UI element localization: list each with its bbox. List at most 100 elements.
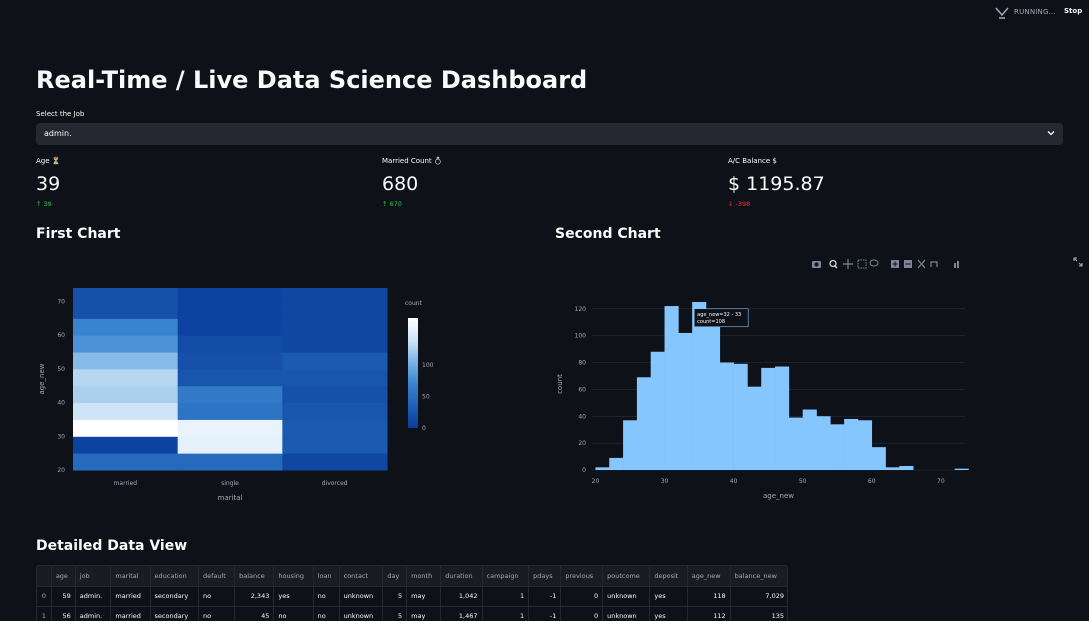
histogram-bar[interactable]: [830, 424, 845, 470]
column-header[interactable]: previous: [560, 566, 604, 587]
table-cell[interactable]: yes: [649, 606, 688, 621]
histogram-bar[interactable]: [954, 468, 969, 470]
table-cell[interactable]: 135: [730, 606, 787, 621]
table-cell[interactable]: admin.: [75, 606, 112, 621]
histogram-bar[interactable]: [636, 377, 652, 470]
histogram-bar[interactable]: [747, 386, 762, 470]
heatmap-cell[interactable]: [73, 335, 179, 353]
histogram-bar[interactable]: [609, 457, 624, 470]
column-header[interactable]: day: [382, 566, 408, 587]
fullscreen-icon[interactable]: [1072, 256, 1084, 268]
heatmap-cell[interactable]: [73, 419, 179, 437]
heatmap-cell[interactable]: [73, 453, 179, 471]
table-cell[interactable]: 45: [234, 606, 275, 621]
heatmap-cell[interactable]: [177, 288, 283, 302]
histogram-bar[interactable]: [664, 306, 679, 470]
table-cell[interactable]: yes: [649, 586, 688, 607]
zoom-icon[interactable]: [829, 259, 838, 269]
histogram-bar[interactable]: [816, 416, 831, 470]
table-cell[interactable]: married: [110, 586, 151, 607]
histogram-bar[interactable]: [761, 367, 776, 470]
column-header[interactable]: duration: [440, 566, 483, 587]
table-cell[interactable]: no: [198, 606, 236, 621]
heatmap-cell[interactable]: [73, 301, 179, 319]
heatmap-cell[interactable]: [177, 318, 283, 336]
table-row[interactable]: 1 56 admin. married secondary no 45 no no unknown…: [37, 606, 787, 621]
heatmap-cell[interactable]: [282, 288, 388, 302]
table-cell[interactable]: 1,042: [440, 586, 483, 607]
table-cell[interactable]: no: [313, 606, 340, 621]
heatmap-cell[interactable]: [177, 385, 283, 404]
heatmap-cell[interactable]: [282, 352, 388, 370]
histogram-bar[interactable]: [719, 362, 734, 471]
table-cell[interactable]: -1: [528, 586, 562, 607]
table-cell[interactable]: 1: [482, 606, 530, 621]
lasso-icon[interactable]: [869, 259, 879, 267]
table-cell[interactable]: 0: [37, 586, 52, 607]
histogram-bar[interactable]: [623, 420, 638, 470]
heatmap-cell[interactable]: [282, 453, 388, 471]
table-cell[interactable]: 112: [687, 606, 731, 621]
column-header[interactable]: age_new: [687, 566, 731, 587]
heatmap-cell[interactable]: [177, 335, 283, 353]
heatmap-cell[interactable]: [73, 368, 179, 387]
column-header[interactable]: campaign: [482, 566, 530, 587]
job-select[interactable]: admin.: [36, 123, 1063, 145]
heatmap-cell[interactable]: [177, 419, 283, 437]
reset-axes-icon[interactable]: [930, 261, 938, 267]
histogram-bar[interactable]: [692, 302, 707, 470]
column-header[interactable]: deposit: [649, 566, 688, 587]
column-header[interactable]: pdays: [528, 566, 562, 587]
camera-icon[interactable]: [812, 261, 821, 268]
column-header[interactable]: contact: [339, 566, 384, 587]
heatmap-cell[interactable]: [177, 436, 283, 454]
table-cell[interactable]: no: [198, 586, 236, 607]
column-header[interactable]: balance_new: [730, 566, 787, 587]
column-header[interactable]: default: [198, 566, 236, 587]
heatmap-chart[interactable]: 20 30 40 50 60 70 married single divorced marital…: [0, 280, 540, 510]
heatmap-cell[interactable]: [282, 318, 388, 336]
table-cell[interactable]: 1: [482, 586, 530, 607]
table-cell[interactable]: no: [273, 606, 314, 621]
histogram-bar[interactable]: [595, 467, 610, 470]
histogram-bar[interactable]: [871, 447, 886, 470]
heatmap-cell[interactable]: [73, 385, 179, 404]
histogram-bar[interactable]: [678, 332, 693, 470]
table-cell[interactable]: secondary: [150, 606, 199, 621]
zoom-out-icon[interactable]: [904, 260, 912, 268]
heatmap-cell[interactable]: [282, 301, 388, 319]
table-cell[interactable]: 1,467: [440, 606, 483, 621]
table-cell[interactable]: 7,029: [730, 586, 787, 607]
column-header[interactable]: age: [51, 566, 76, 587]
histogram-bar[interactable]: [802, 409, 817, 470]
heatmap-cell[interactable]: [282, 385, 388, 404]
table-cell[interactable]: -1: [528, 606, 562, 621]
histogram-bar[interactable]: [788, 417, 803, 470]
table-cell[interactable]: may: [406, 606, 442, 621]
table-cell[interactable]: 56: [51, 606, 76, 621]
histogram-bar[interactable]: [705, 324, 721, 470]
table-cell[interactable]: yes: [273, 586, 314, 607]
heatmap-cell[interactable]: [177, 453, 283, 471]
heatmap-cell[interactable]: [282, 419, 388, 437]
histogram-bar[interactable]: [775, 366, 790, 470]
table-cell[interactable]: unknown: [602, 586, 651, 607]
heatmap-cell[interactable]: [177, 352, 283, 370]
table-cell[interactable]: 5: [382, 606, 408, 621]
column-header[interactable]: education: [150, 566, 199, 587]
table-cell[interactable]: unknown: [339, 586, 384, 607]
histogram-bar[interactable]: [857, 420, 873, 470]
stop-button[interactable]: Stop: [1064, 7, 1083, 15]
heatmap-cell[interactable]: [177, 368, 283, 387]
autoscale-icon[interactable]: [917, 259, 926, 269]
table-cell[interactable]: 1: [37, 606, 52, 621]
heatmap-cell[interactable]: [282, 335, 388, 353]
heatmap-cell[interactable]: [282, 402, 388, 420]
heatmap-cell[interactable]: [73, 318, 179, 336]
zoom-in-icon[interactable]: [891, 260, 899, 268]
table-row[interactable]: 0 59 admin. married secondary no 2,343 yes no unk…: [37, 586, 787, 607]
histogram-chart[interactable]: 0 20 40 60 80 100 120 20 30 40 50 60 70 age_new count a…: [550, 290, 980, 505]
table-cell[interactable]: 59: [51, 586, 76, 607]
pan-icon[interactable]: [843, 259, 853, 269]
data-table[interactable]: age job marital education default balance hous…: [36, 565, 788, 621]
